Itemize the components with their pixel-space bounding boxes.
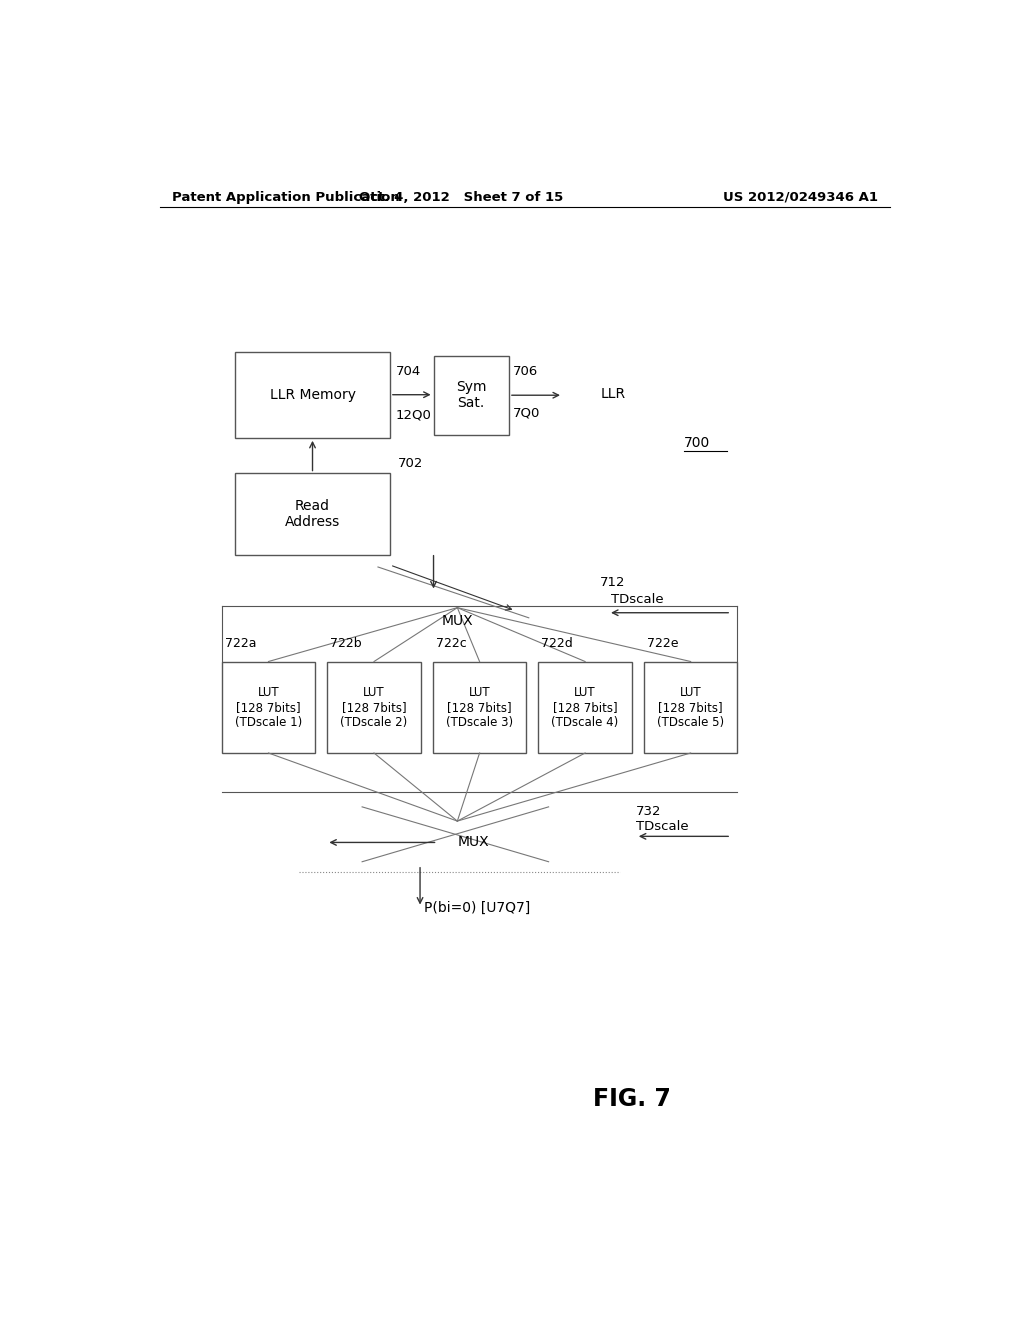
FancyBboxPatch shape	[539, 661, 632, 752]
Text: Sym
Sat.: Sym Sat.	[456, 380, 486, 411]
Text: 706: 706	[513, 366, 539, 379]
Text: 722e: 722e	[647, 636, 679, 649]
Text: P(bi=0) [U7Q7]: P(bi=0) [U7Q7]	[424, 900, 530, 915]
FancyBboxPatch shape	[236, 351, 390, 438]
Text: LUT
[128 7bits]
(TDscale 5): LUT [128 7bits] (TDscale 5)	[657, 686, 724, 729]
Text: Read
Address: Read Address	[285, 499, 340, 529]
FancyBboxPatch shape	[644, 661, 737, 752]
Text: TDscale: TDscale	[610, 593, 664, 606]
Text: MUX: MUX	[458, 836, 489, 850]
Text: LUT
[128 7bits]
(TDscale 2): LUT [128 7bits] (TDscale 2)	[340, 686, 408, 729]
Text: 732: 732	[636, 805, 662, 818]
Text: LLR: LLR	[600, 387, 626, 401]
Text: 700: 700	[684, 436, 710, 450]
Text: 7Q0: 7Q0	[513, 407, 541, 418]
Text: 722d: 722d	[542, 636, 573, 649]
Text: 722a: 722a	[225, 636, 256, 649]
Text: 12Q0: 12Q0	[395, 408, 431, 421]
Text: Patent Application Publication: Patent Application Publication	[172, 190, 399, 203]
Text: TDscale: TDscale	[636, 820, 688, 833]
Text: 712: 712	[600, 576, 626, 589]
FancyBboxPatch shape	[328, 661, 421, 752]
Text: FIG. 7: FIG. 7	[593, 1086, 671, 1110]
Text: 702: 702	[397, 457, 423, 470]
Text: 704: 704	[395, 366, 421, 379]
FancyBboxPatch shape	[236, 474, 390, 554]
Text: MUX: MUX	[441, 614, 473, 628]
Text: 722c: 722c	[436, 636, 467, 649]
FancyBboxPatch shape	[221, 661, 315, 752]
Text: LLR Memory: LLR Memory	[269, 388, 355, 401]
FancyBboxPatch shape	[433, 661, 526, 752]
Text: LUT
[128 7bits]
(TDscale 4): LUT [128 7bits] (TDscale 4)	[552, 686, 618, 729]
FancyBboxPatch shape	[433, 355, 509, 434]
Text: US 2012/0249346 A1: US 2012/0249346 A1	[723, 190, 878, 203]
Text: LUT
[128 7bits]
(TDscale 1): LUT [128 7bits] (TDscale 1)	[234, 686, 302, 729]
Text: Oct. 4, 2012   Sheet 7 of 15: Oct. 4, 2012 Sheet 7 of 15	[359, 190, 563, 203]
Text: 722b: 722b	[331, 636, 362, 649]
Text: LUT
[128 7bits]
(TDscale 3): LUT [128 7bits] (TDscale 3)	[446, 686, 513, 729]
